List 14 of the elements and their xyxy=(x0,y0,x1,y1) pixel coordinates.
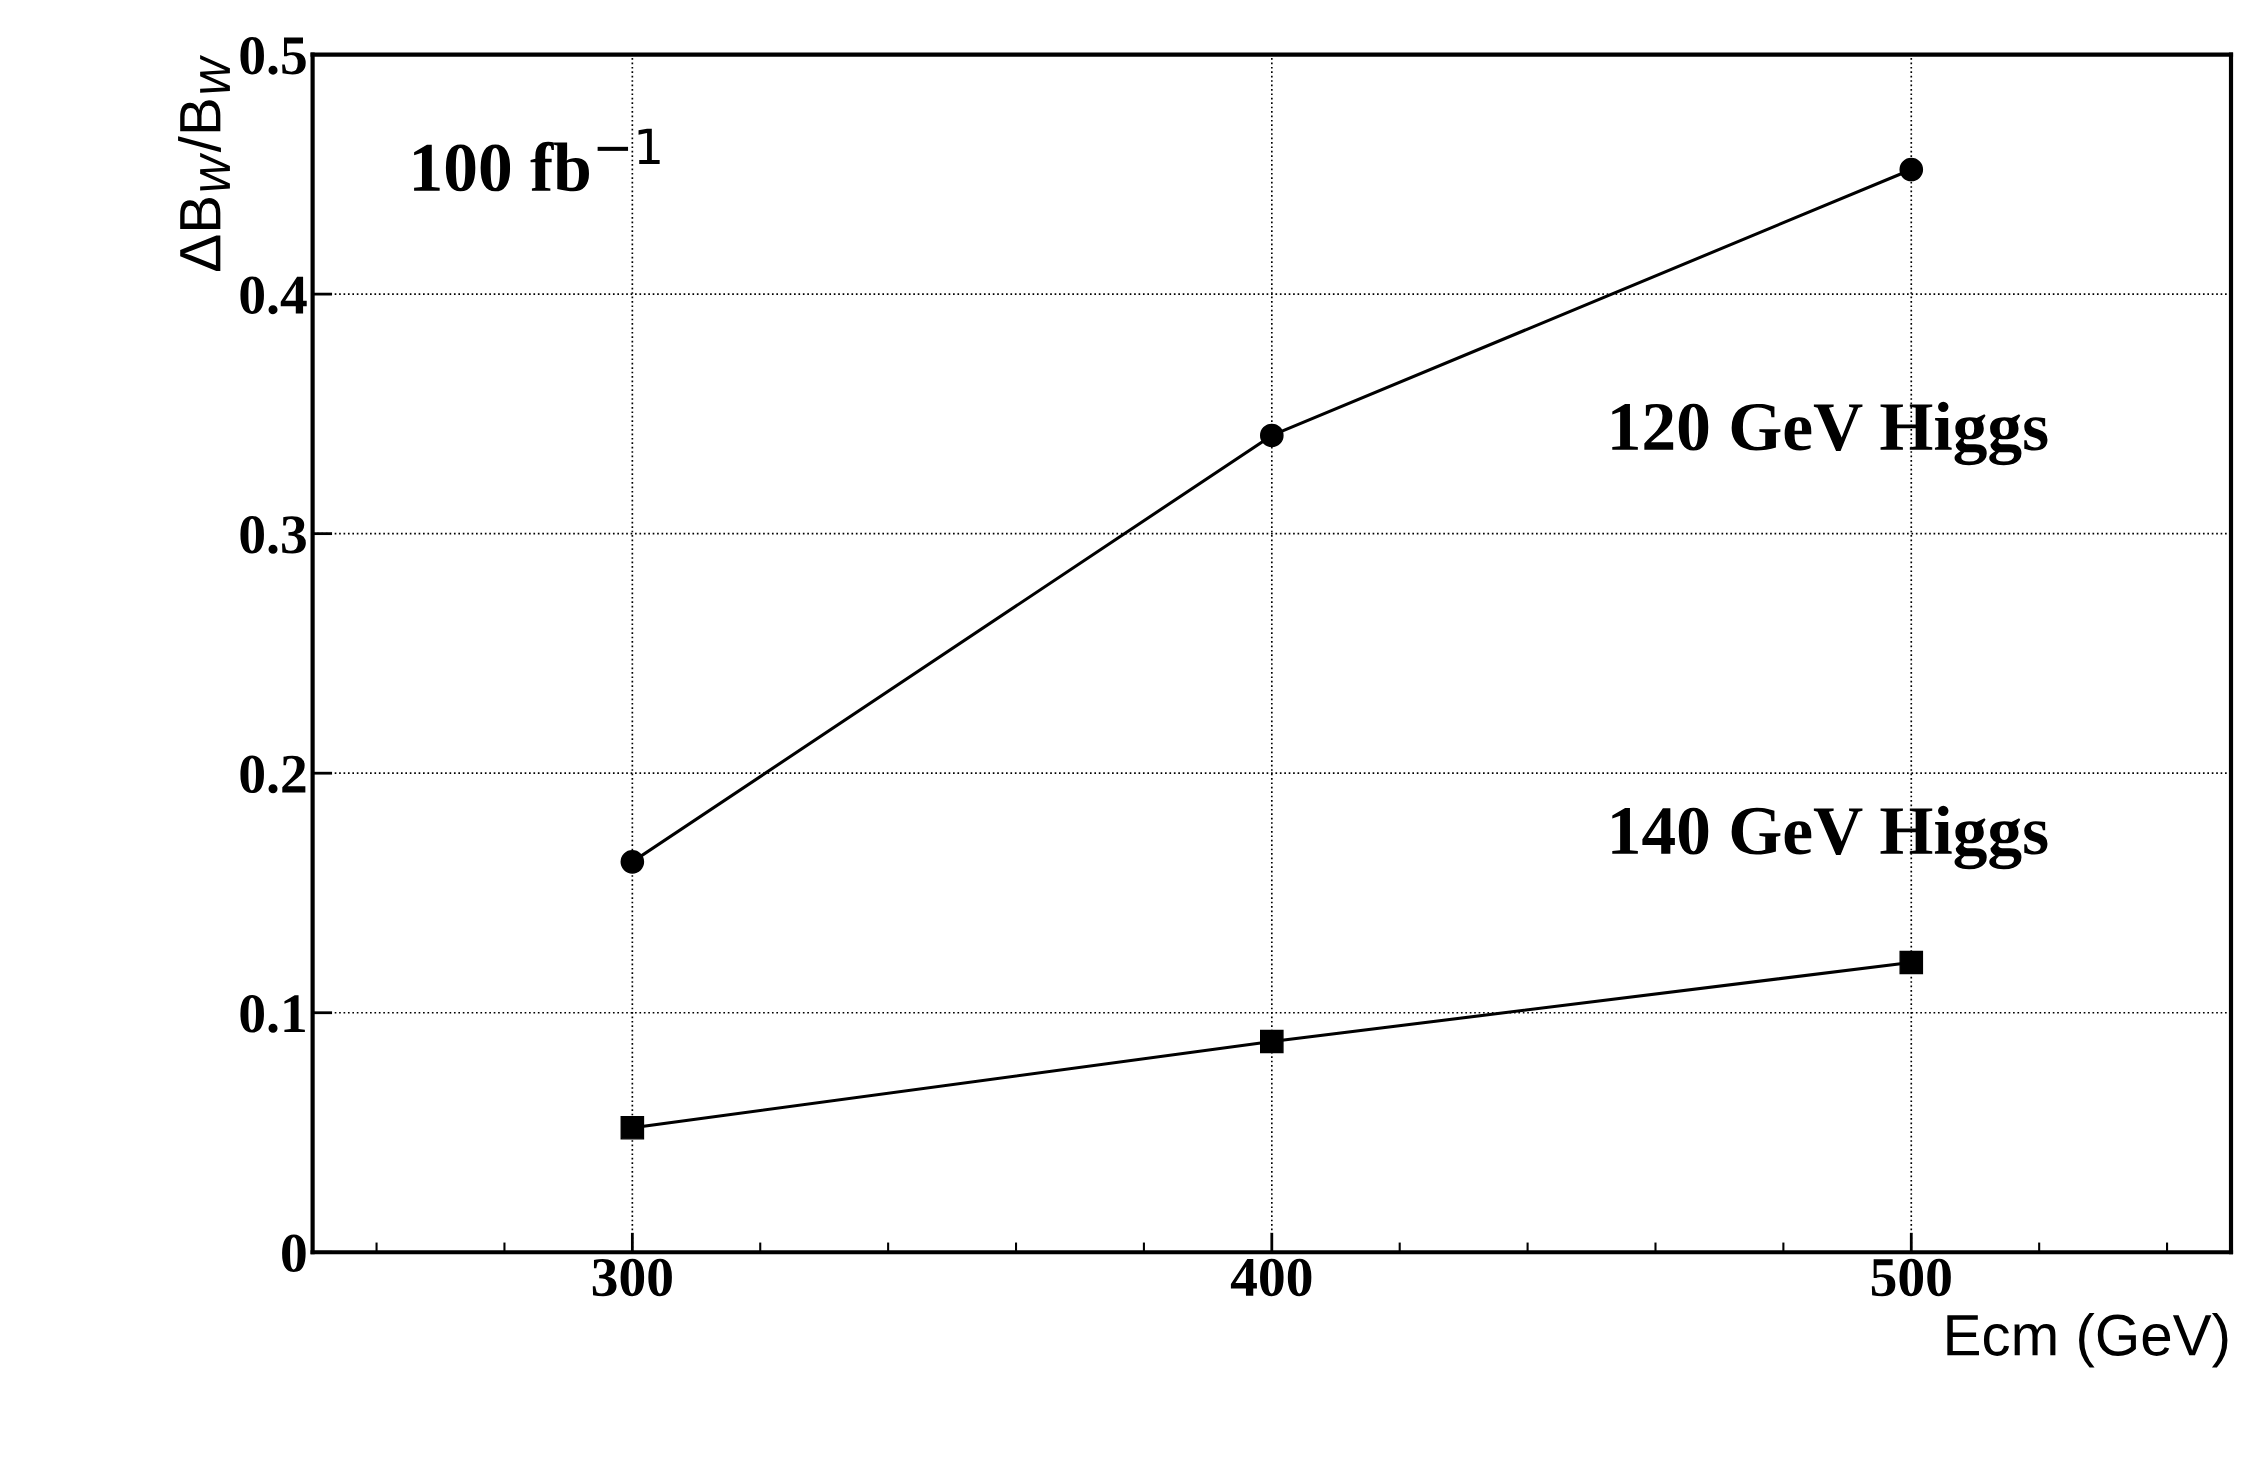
y-tick-label: 0.2 xyxy=(240,755,306,794)
x-tick-label: 400 xyxy=(1230,1258,1312,1297)
y-tick-label: 0 xyxy=(282,1234,306,1273)
y-tick-label: 0.4 xyxy=(240,276,307,315)
annotation: 100 fb$^{−1}$ xyxy=(414,128,660,192)
y-tick-label: 0.1 xyxy=(240,995,305,1033)
series-label: 140 GeV Higgs xyxy=(1612,805,2048,870)
y-tick-label: 0.3 xyxy=(240,515,306,554)
x-tick-label: 500 xyxy=(1871,1258,1951,1297)
x-tick-label: 300 xyxy=(592,1258,672,1297)
x-axis-title: Ecm (GeV) xyxy=(1947,1313,2228,1368)
y-axis-title: ΔB$_{W}$/B$_{W}$ xyxy=(178,55,230,271)
y-tick-label: 0.5 xyxy=(240,36,306,75)
series-label: 120 GeV Higgs xyxy=(1612,401,2048,466)
